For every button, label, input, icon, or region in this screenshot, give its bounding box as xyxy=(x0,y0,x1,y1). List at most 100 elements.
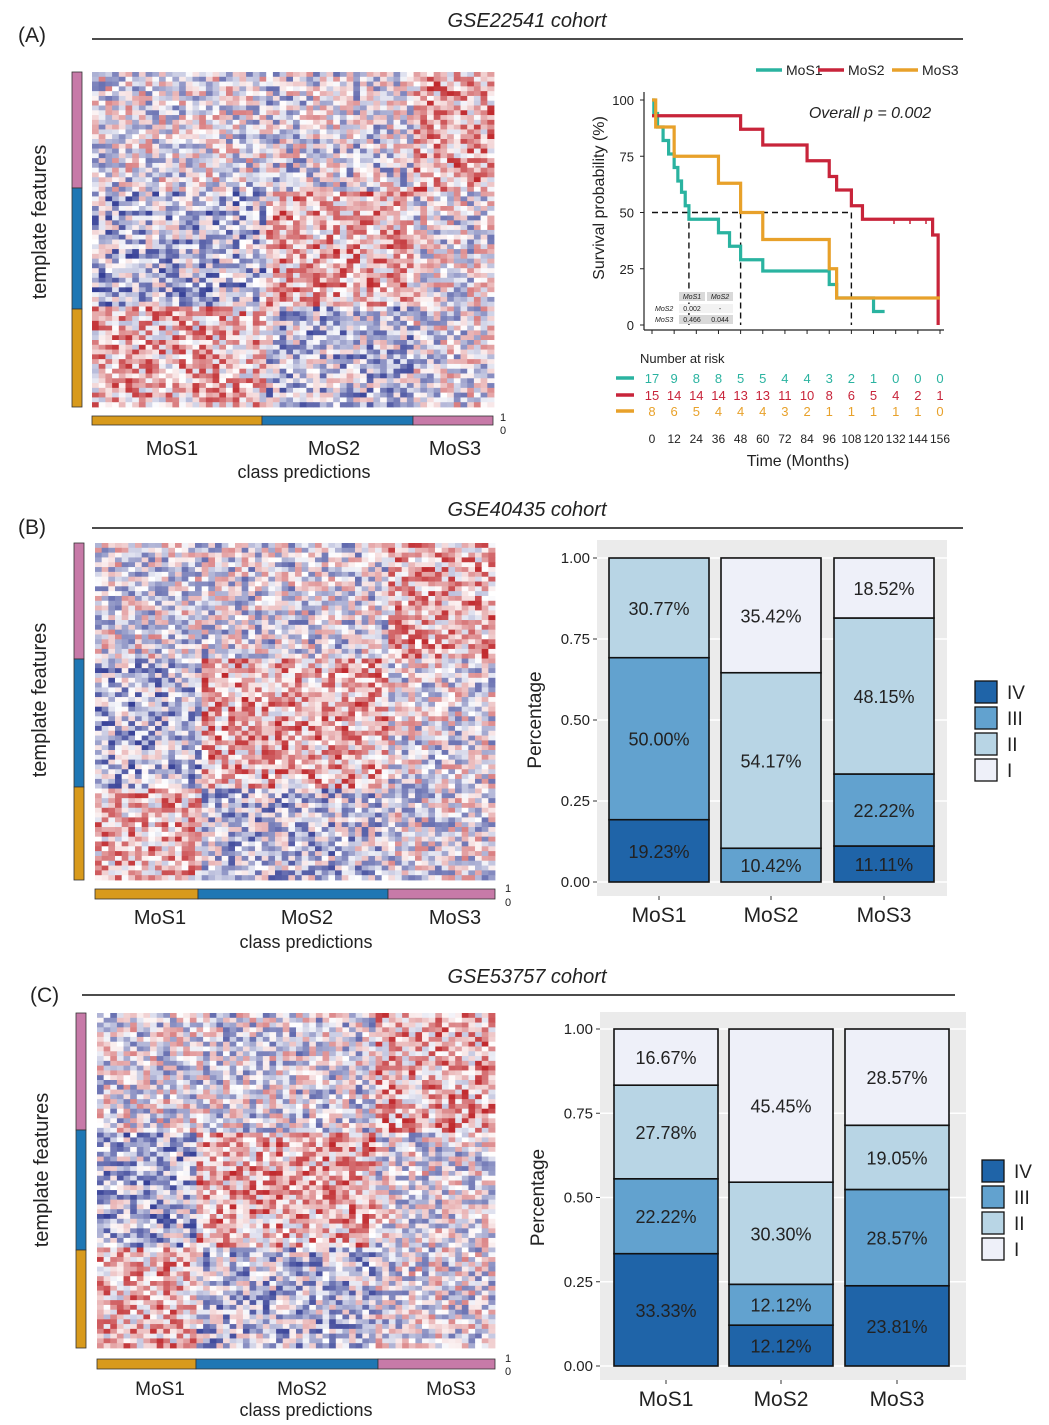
heatmap-cell xyxy=(259,316,267,322)
heatmap-cell xyxy=(145,349,153,355)
heatmap-cell xyxy=(413,368,421,374)
heatmap-cell xyxy=(346,383,354,389)
heatmap-cell xyxy=(179,354,187,360)
heatmap-cell xyxy=(453,186,461,193)
heatmap-cell xyxy=(252,167,260,173)
heatmap-cell xyxy=(105,383,113,389)
heatmap-cell xyxy=(326,335,334,341)
heatmap-cell xyxy=(272,91,280,97)
heatmap-cell xyxy=(92,119,100,126)
heatmap-cell xyxy=(339,86,347,92)
heatmap-cell xyxy=(353,201,361,207)
heatmap-cell xyxy=(346,182,354,188)
heatmap-cell xyxy=(195,586,203,592)
heatmap-cell xyxy=(321,581,329,587)
km-risk-title: Number at risk xyxy=(640,351,725,366)
heatmap-cell xyxy=(346,402,354,408)
heatmap-cell xyxy=(440,225,448,231)
heatmap-cell xyxy=(208,586,216,592)
heatmap-cell xyxy=(132,229,140,236)
heatmap-cell xyxy=(92,220,100,226)
heatmap-cell xyxy=(286,206,294,212)
heatmap-cell xyxy=(333,249,341,255)
heatmap-cell xyxy=(259,143,267,149)
heatmap-cell xyxy=(480,320,488,327)
heatmap-cell xyxy=(348,557,356,563)
heatmap-cell xyxy=(199,220,207,226)
heatmap-cell xyxy=(279,196,287,202)
heatmap-cell xyxy=(413,320,421,327)
heatmap-cell xyxy=(252,162,260,169)
heatmap-cell xyxy=(460,301,468,307)
heatmap-cell xyxy=(219,335,227,341)
heatmap-cell xyxy=(306,378,314,384)
heatmap-cell xyxy=(212,115,220,121)
heatmap-cell xyxy=(313,206,321,212)
heatmap-cell xyxy=(447,119,455,126)
heatmap-cell xyxy=(266,177,274,183)
heatmap-cell xyxy=(185,158,193,164)
heatmap-cell xyxy=(313,162,321,169)
heatmap-cell xyxy=(299,373,307,379)
heatmap-cell xyxy=(433,215,441,221)
heatmap-cell xyxy=(295,591,303,597)
heatmap-cell xyxy=(460,253,468,260)
heatmap-cell xyxy=(480,186,488,193)
heatmap-cell xyxy=(159,325,167,331)
heatmap-cell xyxy=(239,234,247,240)
heatmap-cell xyxy=(246,359,254,365)
heatmap-cell xyxy=(480,344,488,350)
heatmap-cell xyxy=(339,244,347,250)
heatmap-cell xyxy=(480,354,488,360)
heatmap-cell xyxy=(420,287,428,293)
heatmap-cell xyxy=(408,581,416,587)
heatmap-cell xyxy=(393,378,401,384)
heatmap-cell xyxy=(346,100,354,106)
heatmap-cell xyxy=(406,206,414,212)
heatmap-cell xyxy=(266,296,274,303)
heatmap-cell xyxy=(460,292,468,298)
heatmap-cell xyxy=(128,567,136,573)
heatmap-cell xyxy=(400,234,408,240)
heatmap-cell xyxy=(406,253,414,260)
heatmap-cell xyxy=(192,249,200,255)
heatmap-cell xyxy=(333,373,341,379)
heatmap-cell xyxy=(406,158,414,164)
heatmap-cell xyxy=(460,296,468,303)
heatmap-cell xyxy=(279,316,287,322)
heatmap-cell xyxy=(138,253,146,260)
heatmap-cell xyxy=(366,225,374,231)
heatmap-cell xyxy=(118,234,126,240)
heatmap-cell xyxy=(326,349,334,355)
heatmap-cell xyxy=(252,383,260,389)
heatmap-cell xyxy=(427,383,435,389)
heatmap-cell xyxy=(380,115,388,121)
heatmap-cell xyxy=(219,225,227,231)
heatmap-cell xyxy=(313,191,321,197)
heatmap-cell xyxy=(128,547,136,554)
heatmap-cell xyxy=(165,201,173,207)
heatmap-cell xyxy=(333,263,341,269)
heatmap-cell xyxy=(386,340,394,346)
heatmap-cell xyxy=(480,153,488,159)
heatmap-cell xyxy=(373,311,381,317)
heatmap-cell xyxy=(272,349,280,355)
heatmap-cell xyxy=(239,115,247,121)
heatmap-cell xyxy=(393,115,401,121)
heatmap-cell xyxy=(473,177,481,183)
heatmap-cell xyxy=(339,81,347,87)
heatmap-cell xyxy=(427,325,435,331)
heatmap-cell xyxy=(487,119,495,126)
heatmap-cell xyxy=(420,402,428,408)
heatmap-cell xyxy=(306,215,314,221)
heatmap-cell xyxy=(313,320,321,327)
heatmap-cell xyxy=(373,86,381,92)
heatmap-cell xyxy=(333,287,341,293)
heatmap-cell xyxy=(212,182,220,188)
heatmap-cell xyxy=(386,182,394,188)
heatmap-cell xyxy=(375,591,383,597)
heatmap-cell xyxy=(275,586,283,592)
km-risk-value: 2 xyxy=(803,404,810,419)
heatmap-cell xyxy=(179,258,187,264)
heatmap-cell xyxy=(286,387,294,394)
